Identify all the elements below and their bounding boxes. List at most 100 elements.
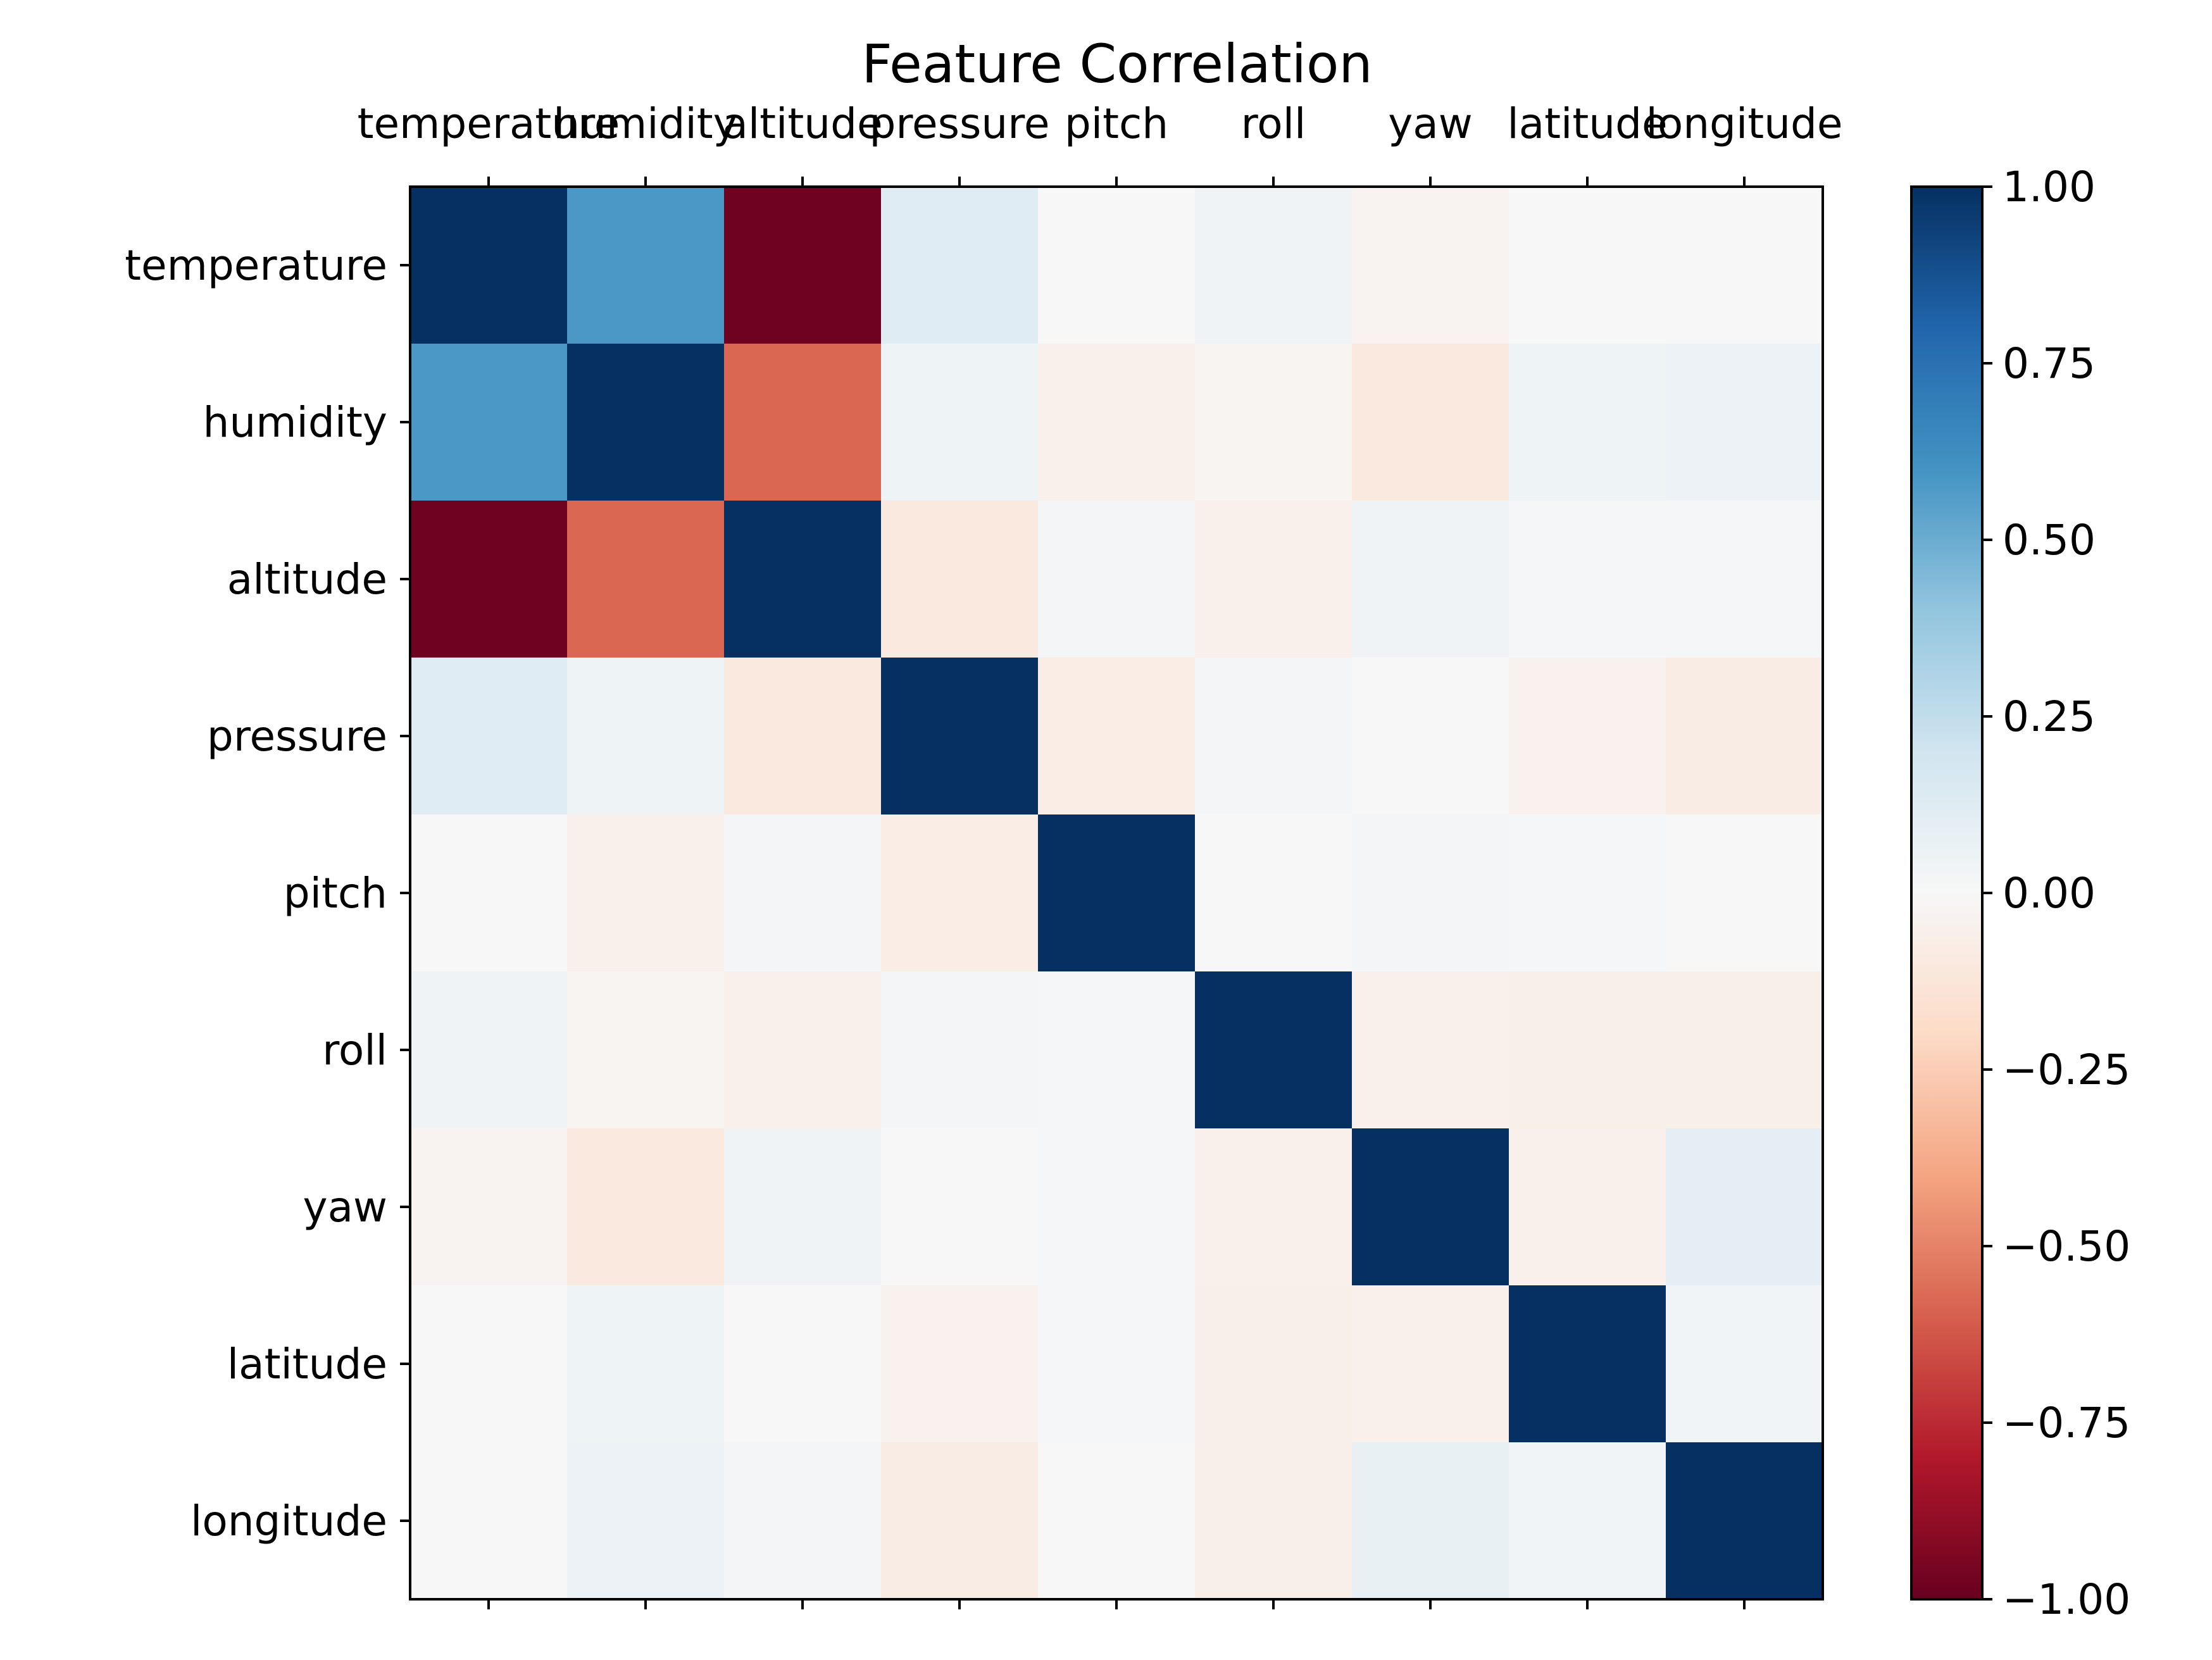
heatmap-cell [1195, 1442, 1353, 1600]
y-tick-label: latitude [227, 1340, 387, 1389]
heatmap-cell [881, 1442, 1039, 1600]
heatmap-cell [1195, 344, 1353, 501]
heatmap-cell [881, 971, 1039, 1129]
y-tick-label: roll [322, 1026, 387, 1075]
heatmap-cell [1352, 971, 1509, 1129]
heatmap-cell [1038, 1442, 1196, 1600]
heatmap-cell [881, 1128, 1039, 1286]
heatmap-cell [1509, 814, 1666, 972]
heatmap-cell [881, 501, 1039, 658]
x-tick-label: humidity [553, 99, 737, 148]
heatmap-cell [1038, 1285, 1196, 1443]
heatmap-cell [1509, 187, 1666, 344]
x-tick-label: longitude [1646, 99, 1843, 148]
heatmap-cell [724, 1285, 882, 1443]
heatmap-cell [410, 344, 568, 501]
heatmap-cell [881, 814, 1039, 972]
heatmap-cell [1352, 501, 1509, 658]
colorbar-tick-label: 1.00 [2003, 163, 2096, 211]
heatmap-cell [881, 187, 1039, 344]
heatmap-cell [1352, 1442, 1509, 1600]
y-tick-label: humidity [203, 398, 387, 447]
colorbar-tick-label: 0.00 [2003, 869, 2096, 918]
heatmap-cell [724, 187, 882, 344]
colorbar-tick-label: −0.75 [2003, 1399, 2130, 1447]
x-tick-label: pressure [869, 99, 1049, 148]
colorbar-tick-label: 0.50 [2003, 516, 2096, 565]
heatmap-cell [567, 344, 725, 501]
colorbar-tick-label: 0.75 [2003, 339, 2096, 388]
y-tick-label: yaw [303, 1183, 387, 1232]
heatmap-cell [881, 1285, 1039, 1443]
colorbar-tick-label: −0.25 [2003, 1045, 2130, 1094]
heatmap-cell [724, 658, 882, 815]
heatmap-cell [1038, 187, 1196, 344]
heatmap-cell [410, 187, 568, 344]
heatmap-cell [1509, 971, 1666, 1129]
y-tick-label: pressure [207, 712, 387, 761]
heatmap-cell [410, 501, 568, 658]
heatmap-cell [1352, 658, 1509, 815]
heatmap-cell [1352, 814, 1509, 972]
heatmap-cell [1509, 501, 1666, 658]
heatmap-cell [1666, 971, 1823, 1129]
chart-title: Feature Correlation [861, 33, 1372, 95]
x-tick-label: roll [1241, 99, 1306, 148]
colorbar-tick-label: −1.00 [2003, 1575, 2130, 1624]
heatmap-cell [1195, 501, 1353, 658]
y-tick-label: pitch [284, 869, 387, 918]
heatmap-cell [1666, 187, 1823, 344]
heatmap-cell [410, 1285, 568, 1443]
heatmap-cell [567, 1128, 725, 1286]
heatmap-cell [724, 1442, 882, 1600]
heatmap-cell [881, 658, 1039, 815]
heatmap-cell [1038, 658, 1196, 815]
heatmap-cell [1038, 814, 1196, 972]
heatmap-cell [1352, 187, 1509, 344]
heatmap-cell [1666, 814, 1823, 972]
x-tick-label: pitch [1065, 99, 1168, 148]
heatmap-cell [1509, 1285, 1666, 1443]
heatmap-cell [410, 971, 568, 1129]
heatmap-cell [567, 658, 725, 815]
heatmap-cell [1195, 814, 1353, 972]
heatmap-cell [567, 1285, 725, 1443]
heatmap-cell [1666, 1285, 1823, 1443]
heatmap-cell [567, 187, 725, 344]
y-tick-label: altitude [227, 555, 387, 604]
heatmap-cell [1509, 658, 1666, 815]
heatmap-cell [1666, 344, 1823, 501]
heatmap-cell [1038, 501, 1196, 658]
heatmap-cell [724, 344, 882, 501]
heatmap-cell [1038, 344, 1196, 501]
y-tick-label: longitude [191, 1497, 387, 1545]
heatmap-cell [567, 814, 725, 972]
heatmap-cell [1195, 1285, 1353, 1443]
heatmap-cell [724, 814, 882, 972]
heatmap-cell [724, 971, 882, 1129]
x-tick-label: altitude [722, 99, 882, 148]
heatmap-cell [1195, 658, 1353, 815]
heatmap-cell [410, 1128, 568, 1286]
colorbar-tick-label: 0.25 [2003, 692, 2096, 741]
colorbar [1911, 187, 1982, 1599]
heatmap-cell [410, 814, 568, 972]
heatmap-cell [724, 1128, 882, 1286]
heatmap-cell [1666, 501, 1823, 658]
heatmap-cell [1195, 971, 1353, 1129]
heatmap-cell [1038, 1128, 1196, 1286]
heatmap-cells [410, 187, 1823, 1600]
y-axis-left: temperature humidity altitude pressure pitch… [125, 241, 410, 1545]
x-tick-label: yaw [1388, 99, 1472, 148]
heatmap-cell [881, 344, 1039, 501]
heatmap-cell [1195, 1128, 1353, 1286]
heatmap-cell [1195, 187, 1353, 344]
heatmap-cell [567, 501, 725, 658]
heatmap-cell [1509, 1442, 1666, 1600]
heatmap-cell [1666, 658, 1823, 815]
heatmap-cell [567, 1442, 725, 1600]
heatmap-cell [1666, 1128, 1823, 1286]
heatmap-cell [410, 658, 568, 815]
